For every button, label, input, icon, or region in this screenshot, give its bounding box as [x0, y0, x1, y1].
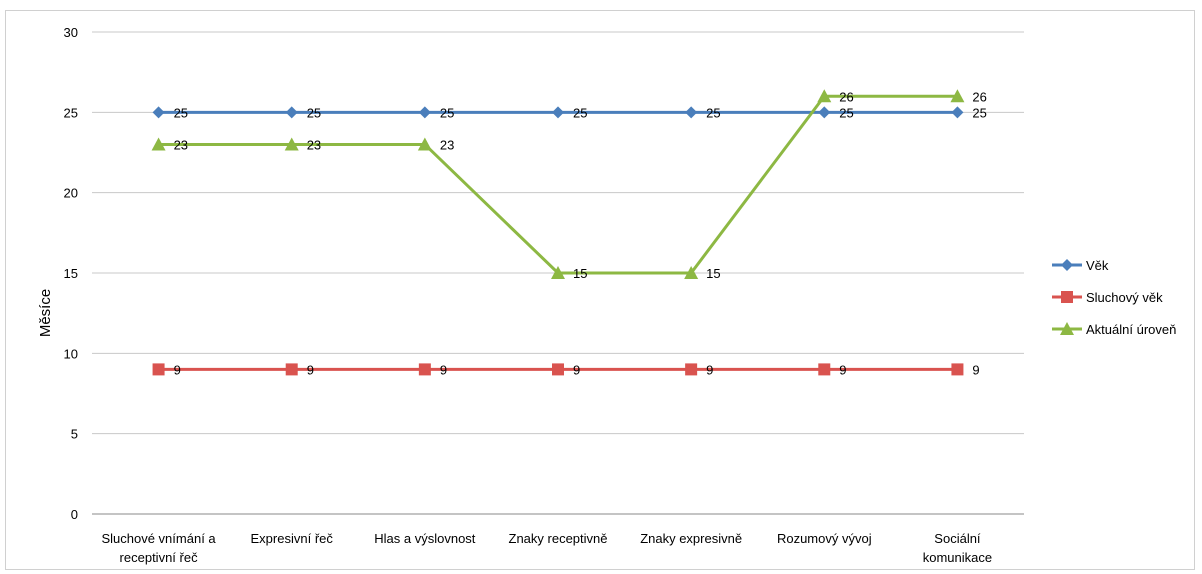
series-1-marker: [818, 106, 831, 119]
series-2-data-label: 9: [706, 362, 713, 377]
series-3-marker: [417, 137, 432, 151]
series-1-data-label: 25: [706, 105, 720, 120]
series-3-marker: [817, 89, 832, 103]
y-tick-label: 5: [71, 427, 78, 442]
series-3-data-label: 26: [972, 89, 986, 104]
series-3-marker: [950, 89, 965, 103]
series-1-data-label: 25: [839, 105, 853, 120]
series-2-data-label: 9: [307, 362, 314, 377]
series-1-data-label: 25: [174, 105, 188, 120]
series-3-data-label: 15: [573, 266, 587, 281]
legend: Věk Sluchový věk Aktuální úroveň: [1052, 258, 1176, 337]
series-1-data-label: 25: [972, 105, 986, 120]
series-2-data-label: 9: [174, 362, 181, 377]
y-tick-label: 0: [71, 507, 78, 522]
series-1-marker: [152, 106, 165, 119]
series-2-data-label: 9: [573, 362, 580, 377]
legend-item-2-label: Sluchový věk: [1086, 290, 1163, 305]
x-category-label: Znaky receptivně: [509, 531, 608, 546]
x-category-label: Hlas a výslovnost: [374, 531, 476, 546]
x-category-label: Sluchové vnímání a receptivní řeč: [101, 531, 216, 565]
data-labels: 25 25 25 25 25 25 25 9 9 9 9 9 9 9 23 23 23 15 15 26 26: [174, 89, 987, 377]
series-1-marker: [418, 106, 431, 119]
series-markers: [151, 89, 965, 376]
y-tick-label: 25: [64, 105, 78, 120]
series-3-data-label: 23: [440, 137, 454, 152]
legend-item-1-marker: [1061, 259, 1073, 271]
series-2-data-label: 9: [440, 362, 447, 377]
series-1-marker: [951, 106, 964, 119]
x-category-label: Sociální komunikace: [923, 531, 992, 565]
y-axis-ticks: 0 5 10 15 20 25 30: [64, 25, 78, 522]
x-category-label: Expresivní řeč: [251, 531, 334, 546]
y-tick-label: 20: [64, 186, 78, 201]
series-2-marker: [818, 363, 831, 376]
y-tick-label: 10: [64, 346, 78, 361]
legend-item-2-marker: [1061, 291, 1073, 303]
series-1-marker: [685, 106, 698, 119]
series-3-data-label: 23: [174, 137, 188, 152]
x-category-label: Znaky expresivně: [640, 531, 742, 546]
series-3-marker: [284, 137, 299, 151]
series-2-marker: [285, 363, 298, 376]
series-lines: [158, 94, 958, 371]
series-2-marker: [418, 363, 431, 376]
x-category-label: Rozumový vývoj: [777, 531, 872, 546]
series-2-marker: [152, 363, 165, 376]
series-3-data-label: 26: [839, 89, 853, 104]
series-3-data-label: 15: [706, 266, 720, 281]
series-2-data-label: 9: [972, 362, 979, 377]
legend-item-3-label: Aktuální úroveň: [1086, 322, 1176, 337]
y-tick-label: 15: [64, 266, 78, 281]
legend-item-1-label: Věk: [1086, 258, 1109, 273]
series-3-data-label: 23: [307, 137, 321, 152]
legend-item-3-marker: [1060, 322, 1074, 335]
x-axis-categories: Sluchové vnímání a receptivní řeč Expresiv…: [101, 531, 992, 565]
series-1-data-label: 25: [307, 105, 321, 120]
chart-frame: [5, 10, 1195, 570]
series-2-marker: [685, 363, 698, 376]
series-1-data-label: 25: [440, 105, 454, 120]
series-1-marker: [285, 106, 298, 119]
series-2-data-label: 9: [839, 362, 846, 377]
y-axis-title: Měsíce: [37, 289, 54, 337]
series-3-marker: [684, 266, 699, 279]
series-3-marker: [151, 137, 166, 151]
series-3-line: [158, 94, 958, 275]
series-3-marker: [551, 266, 565, 279]
series-1-data-label: 25: [573, 105, 587, 120]
y-tick-label: 30: [64, 25, 78, 40]
series-2-marker: [552, 363, 564, 376]
series-1-marker: [552, 106, 564, 119]
series-2-marker: [951, 363, 964, 376]
